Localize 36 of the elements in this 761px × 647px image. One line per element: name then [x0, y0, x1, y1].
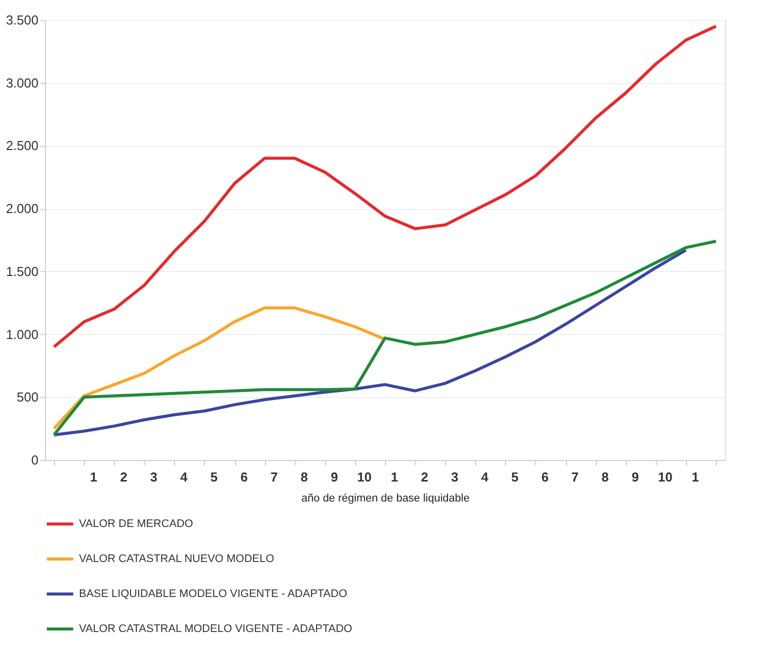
x-tick-label: 1: [692, 470, 699, 484]
y-tick-label: 1.000: [6, 326, 38, 342]
x-tick-label: 8: [300, 470, 308, 484]
x-tick-label: 3: [150, 470, 158, 484]
legend-label: BASE LIQUIDABLE MODELO VIGENTE - ADAPTADO: [79, 588, 348, 600]
legend-label: VALOR CATASTRAL NUEVO MODELO: [79, 553, 275, 565]
x-tick-label: 7: [270, 470, 278, 484]
x-tick-label: 9: [330, 470, 338, 484]
x-tick-label: 9: [632, 470, 639, 484]
x-tick-label: 5: [511, 470, 518, 484]
legend-label: VALOR CATASTRAL MODELO VIGENTE - ADAPTADO: [79, 623, 353, 635]
y-tick-label: 1.500: [6, 264, 38, 279]
y-tick-label: 3.000: [6, 75, 38, 90]
x-tick-label: 6: [541, 470, 549, 484]
x-tick-label: 4: [481, 470, 490, 484]
x-tick-label: 5: [210, 470, 218, 484]
x-tick-label: 7: [571, 470, 579, 484]
x-tick-label: 2: [120, 470, 128, 484]
x-axis-title: año de régimen de base liquidable: [301, 492, 470, 504]
legend-label: VALOR DE MERCADO: [79, 518, 194, 530]
y-tick-label: 0: [31, 452, 38, 468]
x-tick-label: 2: [420, 470, 428, 484]
y-tick-label: 2.500: [6, 138, 38, 154]
x-tick-label: 1: [90, 470, 98, 484]
x-tick-label: 4: [180, 470, 188, 484]
y-tick-label: 2.000: [6, 201, 38, 216]
x-tick-label: 10: [357, 470, 372, 484]
y-tick-label: 500: [16, 390, 38, 405]
line-series: [52, 24, 718, 348]
y-tick-label: 3.500: [6, 12, 38, 28]
x-tick-label: 10: [658, 470, 673, 484]
x-tick-label: 8: [602, 470, 609, 484]
line-series: [52, 306, 386, 430]
x-tick-label: 6: [240, 470, 248, 484]
x-tick-label: 3: [451, 470, 458, 484]
x-tick-label: 1: [390, 470, 398, 484]
